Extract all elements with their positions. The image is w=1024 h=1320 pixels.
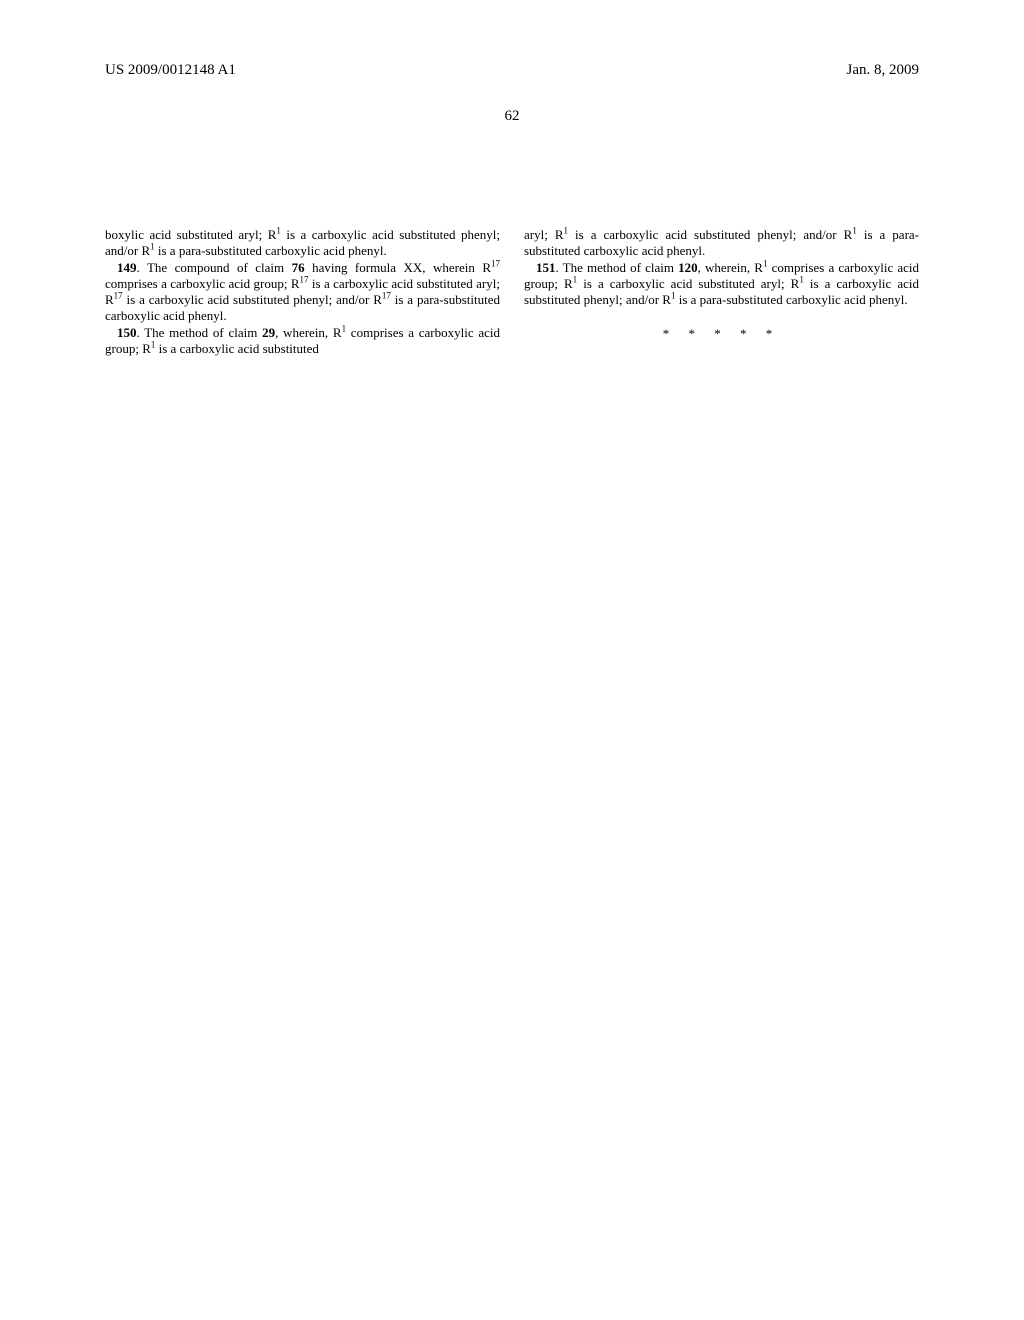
publication-number: US 2009/0012148 A1 xyxy=(105,62,236,79)
page-header: US 2009/0012148 A1 Jan. 8, 2009 xyxy=(0,0,1024,79)
closing-marks: * * * * * xyxy=(524,326,919,342)
claim-150: 150. The method of claim 29, wherein, R1… xyxy=(105,325,500,358)
left-column: boxylic acid substituted aryl; R1 is a c… xyxy=(105,227,500,357)
claim-149: 149. The compound of claim 76 having for… xyxy=(105,260,500,325)
page-number: 62 xyxy=(505,108,520,125)
right-column: aryl; R1 is a carboxylic acid substitute… xyxy=(524,227,919,357)
publication-date: Jan. 8, 2009 xyxy=(847,62,920,79)
claim-continuation: boxylic acid substituted aryl; R1 is a c… xyxy=(105,227,500,260)
claim-continuation-right: aryl; R1 is a carboxylic acid substitute… xyxy=(524,227,919,260)
claim-151: 151. The method of claim 120, wherein, R… xyxy=(524,260,919,309)
